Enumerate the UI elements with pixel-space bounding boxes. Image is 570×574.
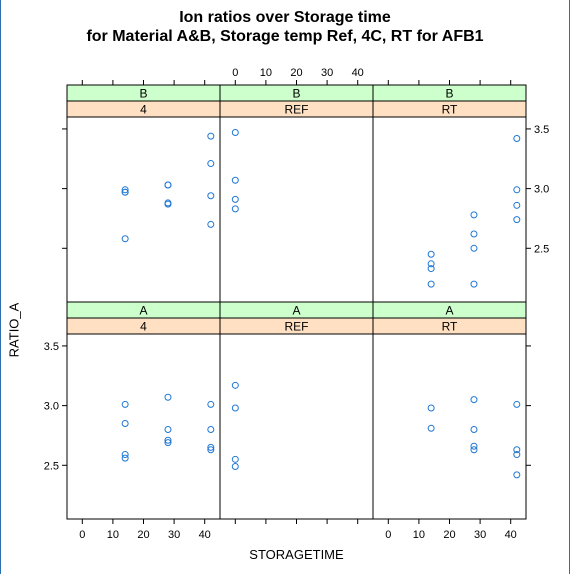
strip-label-temp: RT <box>442 103 458 117</box>
x-tick-label: 20 <box>443 529 455 541</box>
data-point <box>513 186 521 194</box>
data-point <box>164 436 172 444</box>
data-point <box>427 265 435 273</box>
data-point <box>164 439 172 447</box>
data-point <box>207 220 215 228</box>
x-tick-label: 40 <box>352 67 364 79</box>
data-point <box>427 424 435 432</box>
y-tick-label: 2.5 <box>534 243 549 255</box>
x-tick-label: 10 <box>260 67 272 79</box>
x-tick-label: 40 <box>505 529 517 541</box>
data-point <box>513 216 521 224</box>
data-point <box>231 462 239 470</box>
data-point <box>207 160 215 168</box>
data-point <box>470 244 478 252</box>
x-tick-label: 0 <box>232 67 238 79</box>
data-point <box>164 393 172 401</box>
chart-title-line-1: Ion ratios over Storage time <box>179 9 391 26</box>
x-tick-label: 30 <box>321 67 333 79</box>
x-tick-label: 20 <box>137 529 149 541</box>
panel-B-4 <box>66 116 221 303</box>
data-point <box>231 176 239 184</box>
x-tick-label: 30 <box>474 529 486 541</box>
data-point <box>164 425 172 433</box>
strip-label-material: A <box>139 304 147 318</box>
data-point <box>470 396 478 404</box>
data-point <box>164 181 172 189</box>
data-point <box>427 404 435 412</box>
x-tick-label: 0 <box>79 529 85 541</box>
data-point <box>427 280 435 288</box>
x-tick-label: 0 <box>385 529 391 541</box>
data-point <box>207 132 215 140</box>
strip-label-material: B <box>292 87 300 101</box>
data-point <box>427 260 435 268</box>
data-point <box>513 400 521 408</box>
data-point <box>207 443 215 451</box>
strip-label-temp: 4 <box>140 320 147 334</box>
panel-A-RT <box>372 333 527 520</box>
strip-label-temp: 4 <box>140 103 147 117</box>
strip-label-temp: REF <box>285 103 309 117</box>
strip-label-temp: RT <box>442 320 458 334</box>
y-tick-label: 3.0 <box>534 184 549 196</box>
data-point <box>164 200 172 208</box>
data-point <box>121 186 129 194</box>
x-tick-label: 30 <box>168 529 180 541</box>
y-tick-label: 3.5 <box>534 124 549 136</box>
data-point <box>470 442 478 450</box>
data-point <box>207 425 215 433</box>
data-point <box>231 404 239 412</box>
data-point <box>470 230 478 238</box>
data-point <box>207 400 215 408</box>
chart-title-line-2: for Material A&B, Storage temp Ref, 4C, … <box>86 28 484 45</box>
data-point <box>231 129 239 137</box>
strip-label-material: B <box>445 87 453 101</box>
strip-label-material: A <box>445 304 453 318</box>
x-tick-label: 40 <box>199 529 211 541</box>
data-point <box>207 446 215 454</box>
x-axis-label: STORAGETIME <box>249 547 344 562</box>
panel-A-REF <box>219 333 374 520</box>
data-point <box>513 446 521 454</box>
panel-A-4 <box>66 333 221 520</box>
data-point <box>513 134 521 142</box>
strip-label-material: B <box>139 87 147 101</box>
data-point <box>470 280 478 288</box>
data-point <box>121 188 129 196</box>
data-point <box>121 235 129 243</box>
data-point <box>121 451 129 459</box>
panel-B-RT <box>372 116 527 303</box>
x-tick-label: 10 <box>413 529 425 541</box>
data-point <box>231 195 239 203</box>
y-tick-label: 3.5 <box>44 341 59 353</box>
data-point <box>513 201 521 209</box>
data-point <box>427 250 435 258</box>
data-point <box>231 205 239 213</box>
data-point <box>207 192 215 200</box>
y-tick-label: 3.0 <box>44 401 59 413</box>
data-point <box>470 211 478 219</box>
data-point <box>470 425 478 433</box>
strip-label-material: A <box>292 304 300 318</box>
x-tick-label: 20 <box>290 67 302 79</box>
x-tick-label: 10 <box>107 529 119 541</box>
data-point <box>513 451 521 459</box>
y-tick-label: 2.5 <box>44 460 59 472</box>
data-point <box>121 420 129 428</box>
data-point <box>513 471 521 479</box>
data-point <box>121 454 129 462</box>
panel-B-REF <box>219 116 374 303</box>
data-point <box>121 400 129 408</box>
data-point <box>231 455 239 463</box>
data-point <box>470 446 478 454</box>
strip-label-temp: REF <box>285 320 309 334</box>
data-point <box>231 381 239 389</box>
